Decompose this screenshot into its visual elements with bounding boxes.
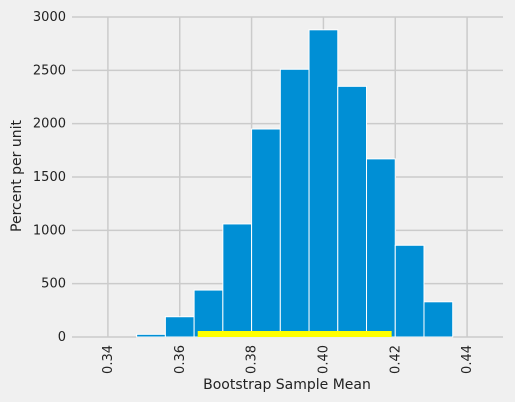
histogram-bar bbox=[337, 85, 368, 338]
y-axis-label: Percent per unit bbox=[9, 120, 25, 232]
x-tick-labels: 0.34 0.36 0.38 0.40 0.42 0.44 bbox=[101, 345, 475, 374]
x-tick-label: 0.44 bbox=[460, 345, 475, 374]
y-tick-label: 0 bbox=[58, 330, 66, 345]
x-tick-label: 0.34 bbox=[101, 345, 116, 374]
histogram-bar bbox=[394, 244, 425, 338]
x-tick-label: 0.36 bbox=[173, 345, 188, 374]
histogram-bar bbox=[251, 128, 281, 338]
y-tick-labels: 0 500 1000 1500 2000 2500 3000 bbox=[33, 10, 66, 345]
bars-layer bbox=[136, 29, 454, 338]
y-tick-label: 2000 bbox=[33, 117, 66, 132]
x-tick-label: 0.38 bbox=[245, 345, 260, 374]
y-tick-label: 1000 bbox=[33, 223, 66, 238]
histogram-bar bbox=[423, 301, 454, 338]
histogram-bar bbox=[279, 68, 310, 338]
x-tick-label: 0.40 bbox=[316, 345, 331, 374]
histogram-bar bbox=[164, 316, 195, 338]
y-tick-label: 2500 bbox=[33, 63, 66, 78]
y-tick-label: 3000 bbox=[33, 10, 66, 25]
y-tick-label: 1500 bbox=[33, 170, 66, 185]
histogram-bar bbox=[193, 289, 224, 338]
histogram-bar bbox=[222, 223, 253, 338]
x-tick-label: 0.42 bbox=[388, 345, 403, 374]
histogram-bar bbox=[366, 158, 396, 338]
y-tick-label: 500 bbox=[41, 277, 66, 292]
histogram-bar bbox=[308, 29, 339, 338]
x-axis-label: Bootstrap Sample Mean bbox=[203, 377, 371, 393]
histogram-bar bbox=[136, 333, 166, 338]
